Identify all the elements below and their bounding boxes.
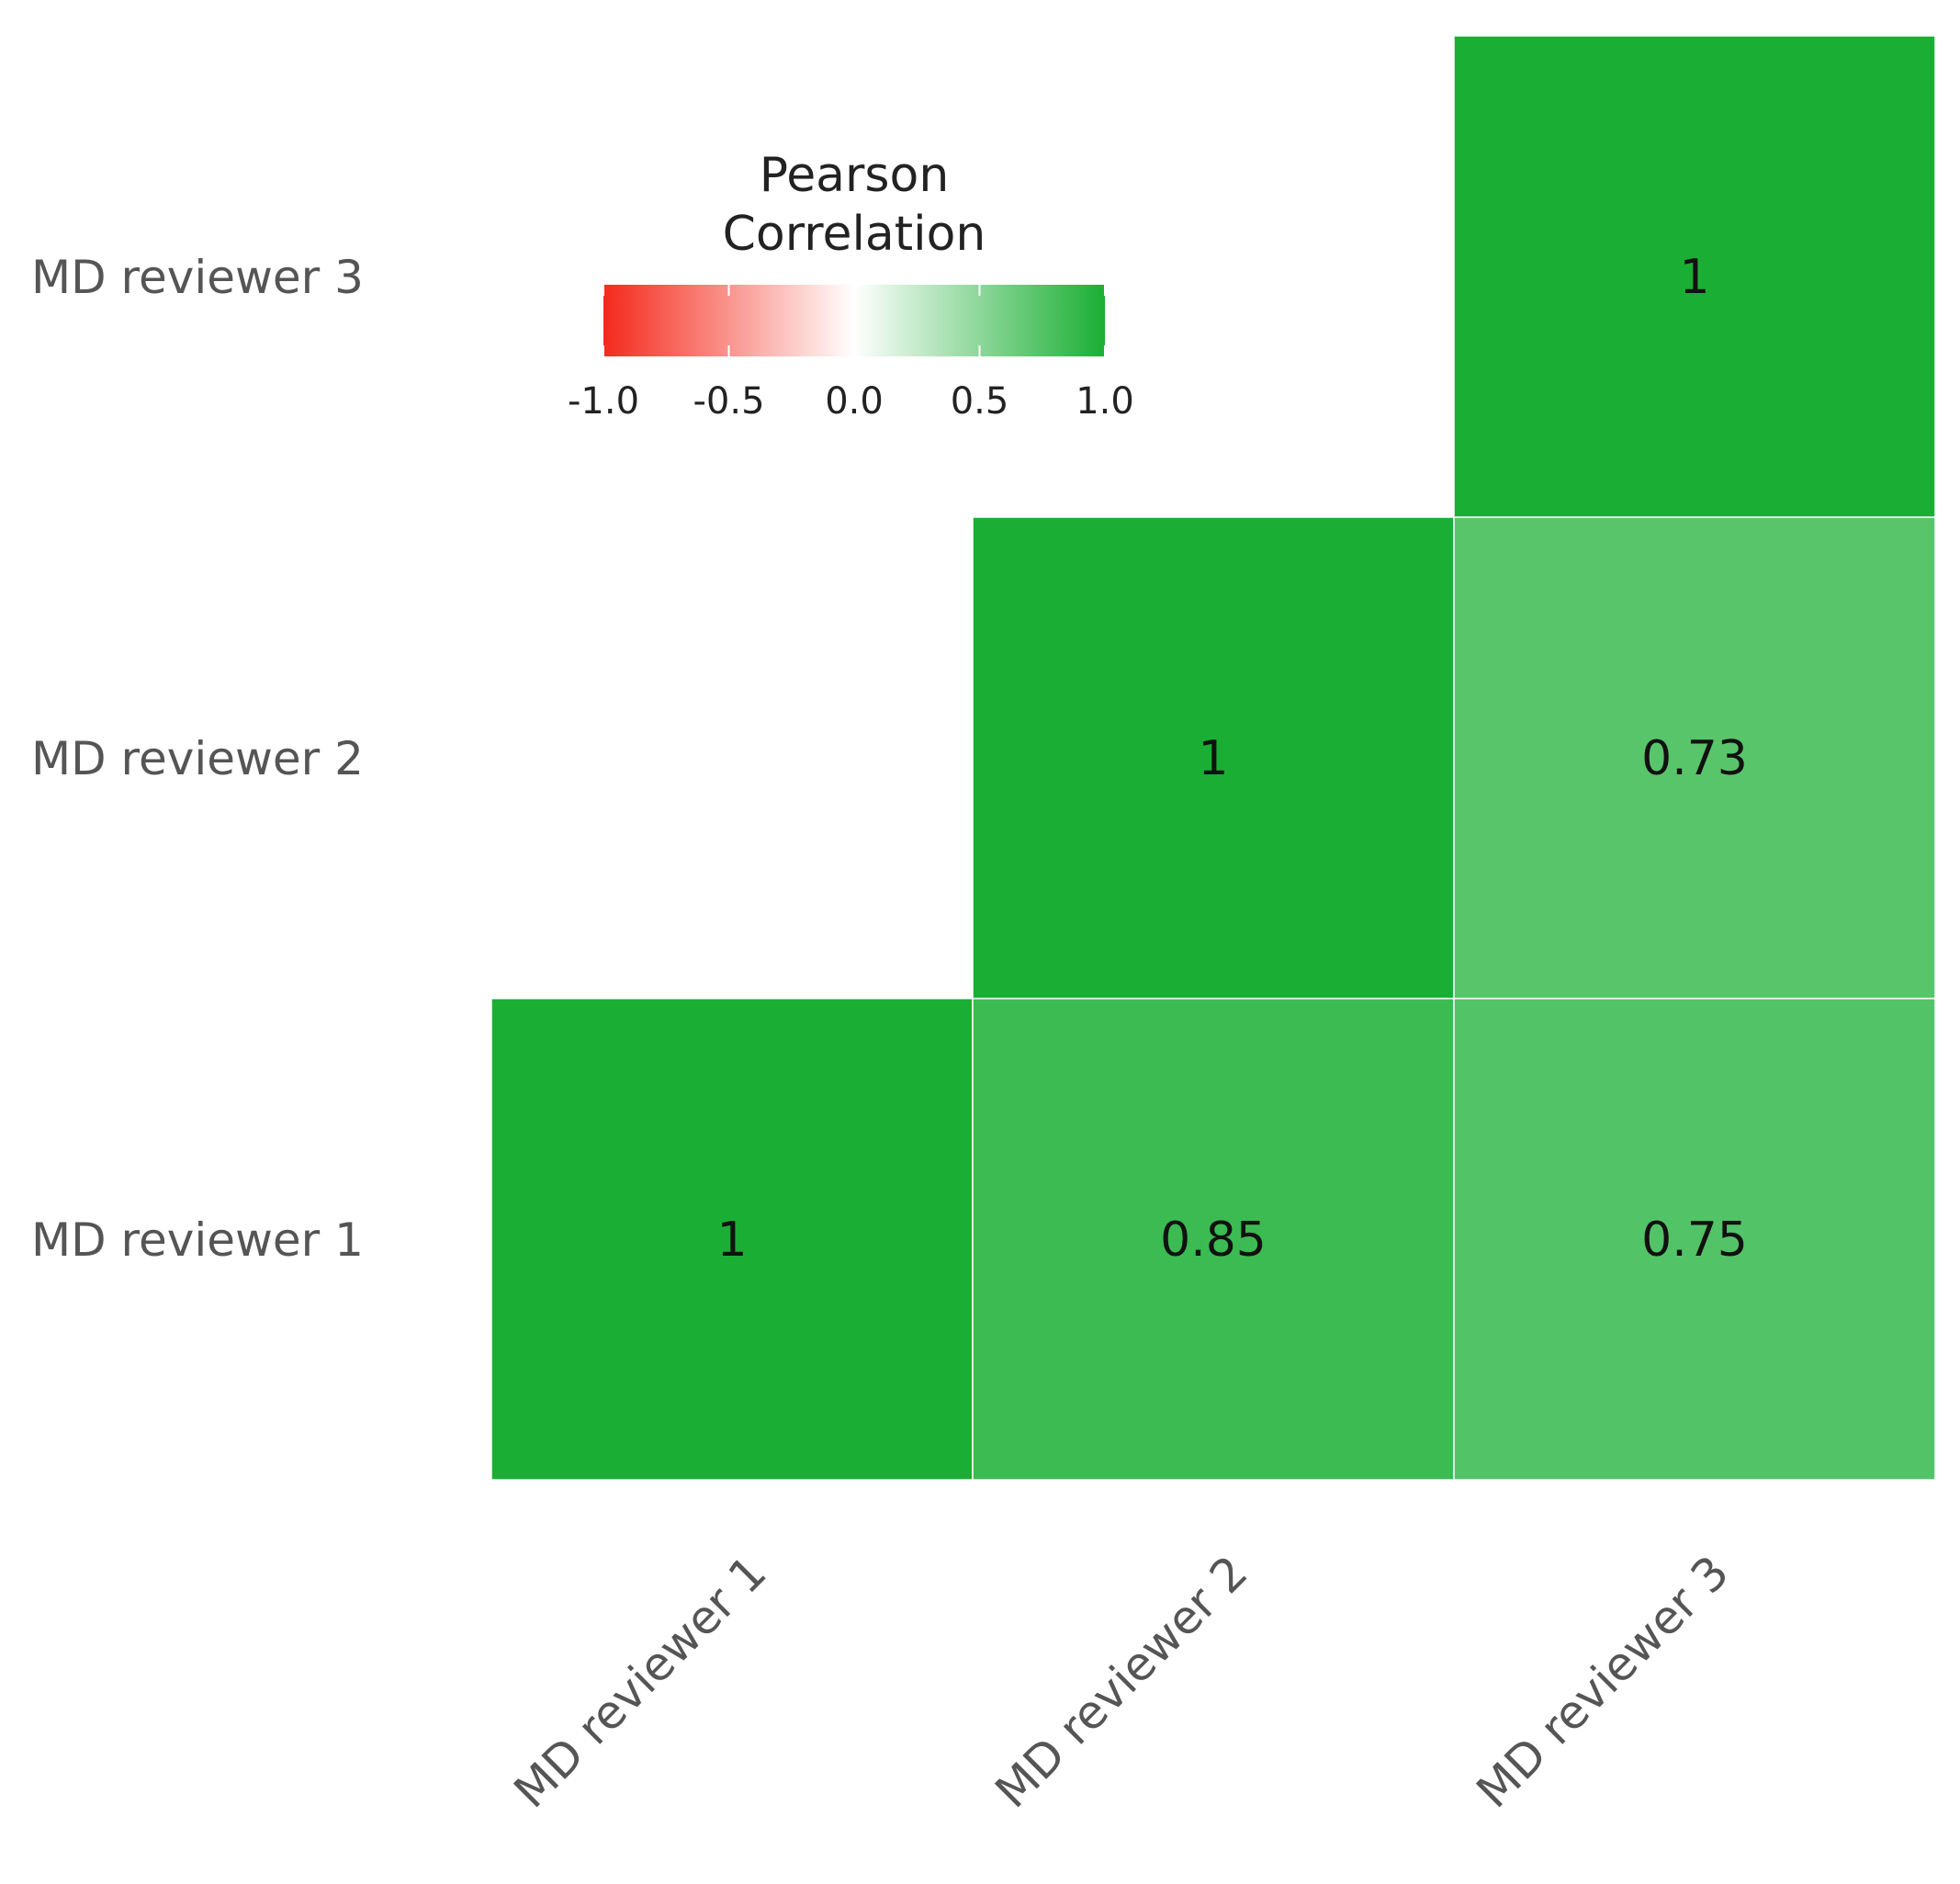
y-tick-label: MD reviewer 3: [31, 251, 364, 304]
y-tick-label: MD reviewer 2: [31, 732, 364, 785]
y-axis-ticks: MD reviewer 1 MD reviewer 2 MD reviewer 3: [31, 251, 364, 1267]
heatmap-cell: [1453, 35, 1936, 518]
cell-value-label: 0.85: [1160, 1213, 1267, 1268]
legend-colorbar: [603, 285, 1105, 356]
heatmap-cell: [972, 516, 1455, 999]
cell-value-label: 0.73: [1641, 731, 1748, 786]
cell-value-label: 1: [1679, 250, 1709, 305]
heatmap-cell: [490, 998, 974, 1481]
legend-tick-label: 0.0: [825, 380, 884, 423]
y-tick-label: MD reviewer 1: [31, 1213, 364, 1267]
cell-value-label: 1: [1198, 731, 1228, 786]
legend-tick-label: 0.5: [951, 380, 1009, 423]
legend-tick-label: -0.5: [693, 380, 764, 423]
cell-value-label: 1: [716, 1213, 747, 1268]
legend-title-line1: Pearson: [760, 148, 950, 203]
x-tick-label: MD reviewer 3: [1467, 1545, 1740, 1818]
legend-tick-label: -1.0: [568, 380, 639, 423]
cell-value-label: 0.75: [1641, 1213, 1748, 1268]
heatmap-cell: [1453, 516, 1936, 999]
legend-title-line2: Correlation: [723, 207, 986, 262]
color-legend: Pearson Correlation -1.0 -0.5 0.0 0.5 1.0: [568, 148, 1134, 423]
x-tick-label: MD reviewer 2: [986, 1545, 1258, 1818]
heatmap-cells: [490, 35, 1936, 1481]
legend-tick-label: 1.0: [1076, 380, 1134, 423]
cell-value-labels: 1 0.85 0.75 1 0.73 1: [716, 250, 1747, 1268]
x-tick-label: MD reviewer 1: [504, 1545, 777, 1818]
x-axis-ticks: MD reviewer 1 MD reviewer 2 MD reviewer 3: [504, 1545, 1740, 1818]
heatmap-cell: [972, 998, 1455, 1481]
